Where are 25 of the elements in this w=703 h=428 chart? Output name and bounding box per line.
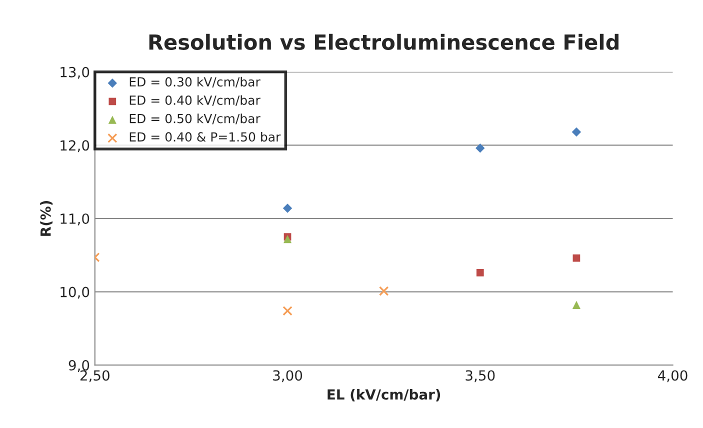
point: [282, 306, 292, 316]
legend-label: ED = 0.40 & P=1.50 bar: [130, 132, 281, 142]
y-tick-label: 10,0: [60, 286, 90, 299]
y-axis-title: R(%): [40, 201, 53, 236]
legend-label: ED = 0.40 kV/cm/bar: [130, 95, 260, 106]
point: [572, 300, 581, 310]
point: [476, 144, 485, 153]
x-tick-label: 4,00: [658, 370, 688, 382]
y-tick-label: 12,0: [60, 140, 90, 152]
x-tick-label: 3,50: [466, 370, 495, 382]
y-tick-label: 13,0: [60, 66, 90, 79]
x-axis-title: EL (kV/cm/bar): [328, 388, 440, 402]
y-tick-label: 9,0: [68, 360, 90, 372]
chart-title: Resolution vs Electroluminescence Field: [149, 34, 618, 50]
point: [282, 204, 292, 213]
point: [378, 286, 389, 296]
legend-label: ED = 0.30 kV/cm/bar: [130, 76, 260, 88]
y-tick-label: 11,0: [60, 213, 90, 226]
x-tick-label: 2,50: [80, 370, 110, 382]
point: [572, 127, 582, 137]
point: [283, 234, 292, 244]
point: [572, 254, 580, 262]
point: [476, 269, 484, 276]
x-tick-label: 3,00: [273, 370, 302, 382]
legend-label: ED = 0.50 kV/cm/bar: [130, 114, 260, 124]
